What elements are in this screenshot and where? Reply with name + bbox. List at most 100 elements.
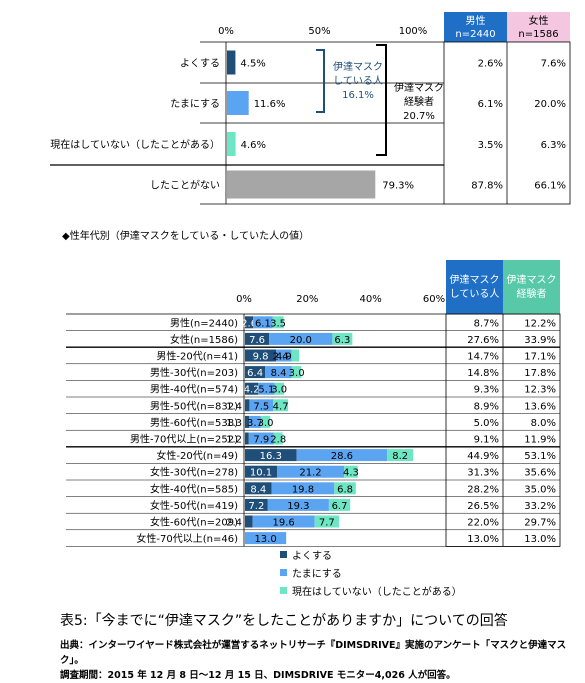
legend-label: よくする (292, 550, 332, 562)
bar-segment (273, 399, 289, 412)
table-cell: 13.0% (467, 534, 499, 545)
table-header-cell (503, 260, 560, 314)
legend-swatch (280, 587, 287, 594)
category-label: 女性-50代(n=419) (150, 499, 238, 512)
bar-segment (258, 382, 275, 395)
table-cell: 29.7% (524, 518, 556, 529)
table-cell: 35.0% (524, 484, 556, 495)
category-label: 現在はしていない（したことがある） (50, 138, 220, 151)
table-header-cell (444, 12, 507, 42)
data-label: 1.2 (226, 435, 242, 446)
data-label: 6.1 (255, 318, 271, 329)
bracket-line (316, 49, 325, 113)
x-tick-label: 50% (308, 26, 330, 37)
table-cell: 6.1% (478, 99, 503, 110)
data-label: 4.9 (276, 352, 292, 363)
table-cell: 14.7% (467, 352, 499, 363)
table-header-cell (507, 12, 570, 42)
table-cell: 8.9% (474, 401, 499, 412)
table-cell: 27.6% (467, 335, 499, 346)
bar-segment (245, 316, 254, 329)
bar-segment (252, 515, 315, 528)
legend-label: 現在はしていない（したことがある） (292, 585, 462, 598)
data-label: 7.2 (248, 501, 264, 512)
table-header-label: n=1586 (518, 29, 558, 40)
table-cell: 87.8% (471, 181, 503, 192)
category-label: 男性(n=2440) (170, 316, 238, 329)
table-header-label: 伊達マスク (450, 274, 500, 286)
legend-label: たまにする (292, 568, 342, 580)
bar-segment (245, 382, 259, 395)
data-label: 13.0 (254, 534, 276, 545)
data-label: 6.7 (332, 501, 348, 512)
table-cell: 7.6% (541, 59, 566, 70)
bar-segment (269, 332, 333, 345)
data-label: 20.0 (290, 335, 312, 346)
bar-segment (245, 366, 266, 379)
category-label: 男性-30代(n=203) (150, 366, 238, 379)
table-cell: 28.2% (467, 484, 499, 495)
table-cell: 2.6% (478, 59, 503, 70)
category-label: 女性-70代以上(n=46) (136, 532, 238, 545)
table-cell: 35.6% (524, 468, 556, 479)
category-label: 男性-20代(n=41) (156, 350, 238, 363)
data-label: 79.3% (382, 181, 414, 192)
data-label: 4.5% (240, 59, 265, 70)
bar-segment (291, 349, 300, 362)
table-header-label: 男性 (466, 14, 486, 27)
bracket-label: 経験者 (404, 95, 434, 108)
category-label: 女性-40代(n=585) (150, 482, 238, 495)
table-header-label: 経験者 (517, 287, 547, 300)
bar-segment (276, 465, 345, 478)
bracket-label: 20.7% (403, 111, 435, 122)
data-label: 4.2 (244, 385, 260, 396)
table-header-label: 女性 (529, 14, 549, 27)
bar-segment (332, 332, 353, 345)
table-cell: 12.2% (524, 318, 556, 329)
bar-segment (260, 415, 271, 428)
bar-segment (273, 432, 283, 445)
table-cell: 66.1% (534, 181, 566, 192)
bar (227, 132, 236, 156)
table-header-cell (446, 260, 503, 314)
table-cell: 33.9% (524, 335, 556, 346)
bar-segment (245, 465, 277, 478)
source-line: 調査期間：2015 年 12 月 8 日～12 月 15 日、DIMSDRIVE… (60, 670, 456, 681)
bar (227, 91, 249, 115)
data-label: 1.4 (226, 401, 242, 412)
category-label: したことがない (150, 179, 220, 192)
bar-segment (387, 449, 414, 462)
bar-segment (344, 465, 358, 478)
table-cell: 8.7% (474, 318, 499, 329)
chart-canvas: 0% 50% 100% よくする 4.5% たまにする 11.6% 現在はしていない（したこと… (50, 12, 571, 598)
data-label: 5.1 (258, 385, 274, 396)
bar-segment (334, 482, 356, 495)
bar-segment (271, 482, 335, 495)
table-cell: 14.8% (467, 368, 499, 379)
data-label: 3.0 (258, 418, 274, 429)
data-label: 6.8 (337, 484, 353, 495)
data-label: 10.1 (250, 468, 272, 479)
bar-segment (291, 366, 302, 379)
data-label: 7.9 (253, 435, 269, 446)
bar-segment (245, 532, 287, 545)
data-label: 9.8 (253, 352, 269, 363)
table-header-label: 伊達マスク (507, 274, 557, 286)
data-label: 2.4 (273, 352, 289, 363)
bar-segment (248, 432, 274, 445)
table-cell: 9.3% (474, 385, 499, 396)
bracket-label: 伊達マスク (333, 61, 383, 73)
bar-segment (276, 349, 292, 362)
bar-segment (274, 382, 284, 395)
x-tick-label: 100% (399, 26, 428, 37)
bar (227, 50, 236, 75)
data-label: 8.2 (392, 451, 408, 462)
data-label: 6.3 (334, 335, 350, 346)
bar-segment (328, 498, 351, 511)
bar-segment (314, 515, 340, 528)
table-cell: 5.0% (474, 418, 499, 429)
x-tick-label: 20% (296, 294, 318, 305)
bar-segment (272, 316, 284, 329)
source-note: 出典：インターワイヤード株式会社が運営するネットリサーチ『DIMSDRIVE』実… (60, 638, 580, 683)
bar-segment (265, 366, 292, 379)
